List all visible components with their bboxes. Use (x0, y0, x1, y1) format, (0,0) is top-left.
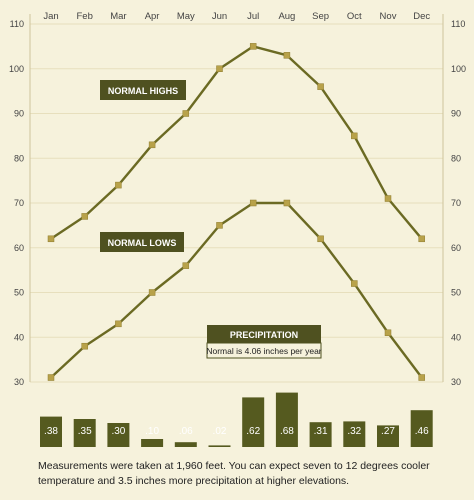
precip-bar-feb (73, 419, 96, 447)
high-point-nov (384, 195, 392, 202)
normal-lows-label-box (100, 232, 184, 252)
high-point-jun (216, 65, 223, 72)
y-tick-left: 110 (10, 19, 24, 29)
low-point-apr (148, 289, 156, 296)
low-point-jun (216, 222, 223, 229)
high-point-dec (418, 235, 425, 243)
month-label: Jan (43, 11, 58, 22)
precip-bar-sep (309, 422, 332, 447)
month-label: Nov (380, 11, 397, 22)
y-tick-right: 50 (451, 288, 461, 298)
normal-highs-line (50, 45, 423, 240)
high-point-feb (81, 213, 88, 220)
precip-bar-mar (107, 423, 130, 447)
precipitation-legend: PRECIPITATION Normal is 4.06 inches per … (206, 325, 322, 359)
y-tick-left: 90 (14, 109, 24, 119)
low-point-dec (418, 374, 425, 381)
precip-value-dec: .46 (415, 426, 429, 437)
normal-lows-line (50, 201, 423, 379)
month-label: Jun (212, 11, 227, 22)
month-label: Jul (247, 11, 259, 22)
precipitation-note: Normal is 4.06 inches per year (206, 346, 321, 356)
precip-value-may: .06 (179, 426, 193, 437)
y-tick-right: 110 (451, 19, 465, 29)
precip-bar-jun (208, 445, 231, 447)
high-point-jan (47, 235, 55, 243)
y-tick-right: 80 (451, 153, 461, 163)
low-point-nov (384, 329, 392, 337)
low-point-oct (351, 280, 358, 287)
high-point-mar (115, 181, 122, 189)
precip-bar-aug (275, 392, 298, 447)
high-point-apr (148, 141, 156, 149)
precip-bar-dec (410, 410, 433, 447)
precip-bar-nov (377, 425, 399, 447)
y-tick-left: 80 (14, 153, 24, 163)
month-labels: Jan Feb Mar Apr May Jun Jul Aug Sep Oct Nov Dec (43, 11, 430, 22)
month-label: Apr (145, 11, 160, 22)
month-label: Aug (278, 11, 295, 22)
low-point-may (182, 262, 190, 269)
precip-bar-jul (242, 397, 265, 447)
precip-value-mar: .30 (111, 426, 125, 437)
low-point-jan (47, 374, 55, 381)
precipitation-title-box (207, 325, 321, 343)
y-tick-right: 40 (451, 332, 461, 342)
temperature-lines (50, 45, 423, 379)
low-point-feb (81, 342, 88, 350)
y-tick-left: 50 (14, 288, 24, 298)
precip-value-aug: .68 (280, 426, 294, 437)
precipitation-title: PRECIPITATION (230, 330, 298, 340)
precip-bar-may (174, 442, 197, 447)
normal-highs-label-box (100, 80, 186, 100)
y-tick-right: 90 (451, 109, 461, 119)
high-point-jul (249, 43, 257, 50)
low-point-mar (115, 320, 122, 328)
precip-value-oct: .32 (347, 426, 361, 437)
precipitation-note-box (206, 342, 322, 359)
month-label: Mar (110, 11, 126, 22)
temperature-points (47, 43, 425, 381)
precip-value-jan: .38 (44, 426, 58, 437)
normal-lows-label: NORMAL LOWS (108, 238, 177, 248)
high-point-aug (283, 52, 291, 59)
month-label: Feb (77, 11, 93, 22)
y-tick-right: 70 (451, 198, 461, 208)
legend-normal-lows: NORMAL LOWS (100, 232, 184, 252)
low-point-sep (317, 235, 324, 243)
y-tick-right: 100 (451, 64, 466, 74)
legend-normal-highs: NORMAL HIGHS (100, 80, 186, 100)
y-tick-left: 70 (14, 198, 24, 208)
precip-value-feb: .35 (78, 426, 92, 437)
precip-bar-oct (343, 421, 366, 447)
y-tick-left: 30 (14, 377, 24, 387)
month-label: May (177, 11, 195, 22)
month-label: Sep (312, 11, 329, 22)
normal-highs-label: NORMAL HIGHS (108, 86, 178, 96)
precip-value-sep: .31 (314, 426, 328, 437)
precip-value-jun: .02 (213, 426, 227, 437)
precip-value-jul: .62 (246, 426, 260, 437)
month-label: Oct (347, 11, 362, 22)
y-tick-right: 60 (451, 243, 461, 253)
precip-value-nov: .27 (381, 426, 395, 437)
high-point-may (182, 110, 190, 117)
chart-caption: Measurements were taken at 1,960 feet. Y… (38, 460, 430, 487)
low-point-jul (249, 199, 257, 207)
y-tick-right: 30 (451, 377, 461, 387)
low-point-aug (283, 199, 291, 207)
y-axis-ticks: 30 30 40 40 50 50 60 60 70 70 80 80 90 90 100 100 110 110 (9, 19, 466, 387)
month-label: Dec (413, 11, 430, 22)
high-point-oct (351, 132, 358, 140)
precip-bar-apr (141, 439, 164, 447)
y-tick-left: 100 (9, 64, 24, 74)
precipitation-bars: .38 .35 .30 .10 .06 .02 .62 .68 .31 .32 .27 .46 (40, 392, 433, 447)
y-tick-left: 60 (14, 243, 24, 253)
y-tick-left: 40 (14, 332, 24, 342)
precip-value-apr: .10 (145, 426, 159, 437)
precip-bar-jan (40, 416, 62, 447)
high-point-sep (317, 83, 324, 90)
